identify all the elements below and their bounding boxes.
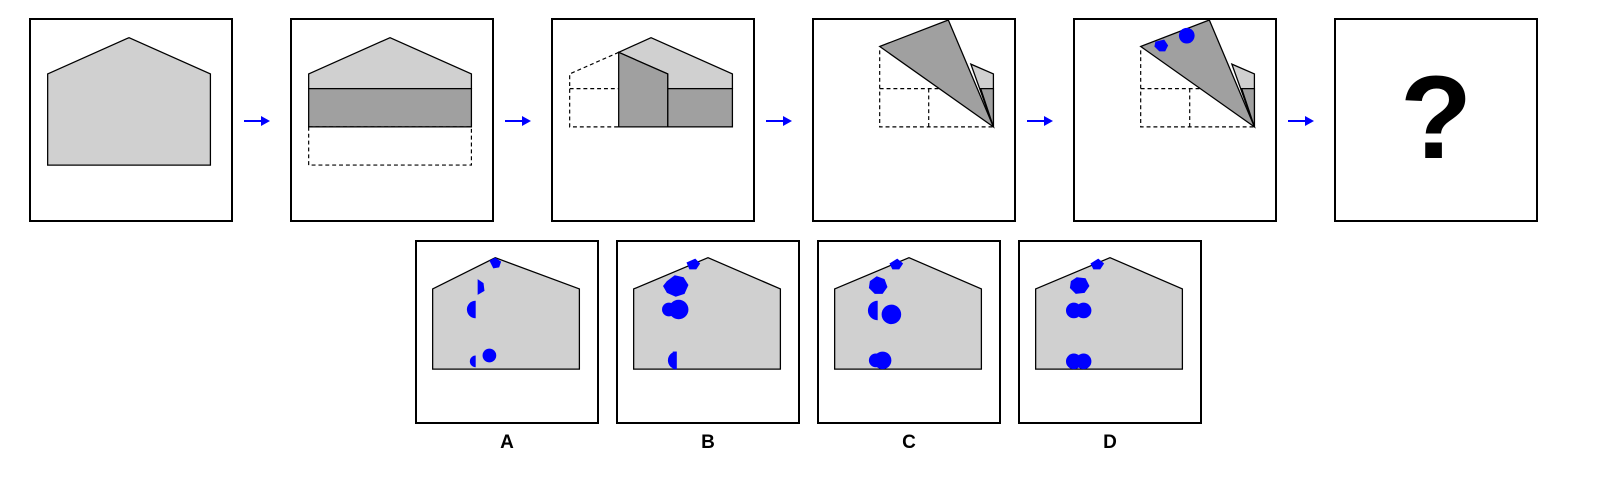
hole — [466, 300, 476, 319]
paper-visible-band — [1240, 87, 1256, 128]
step-4-panel — [812, 18, 1016, 222]
arrow-4 — [1027, 114, 1053, 128]
fold-outline-dashed — [569, 51, 619, 128]
hole — [482, 348, 497, 363]
hole — [489, 257, 502, 269]
hole — [868, 276, 888, 294]
hole — [1090, 258, 1105, 270]
hole — [873, 351, 892, 370]
step-5-figure — [1139, 20, 1256, 129]
step-2-figure — [308, 36, 473, 166]
hole — [672, 351, 677, 370]
step-1-panel — [29, 18, 233, 222]
hole — [469, 355, 476, 368]
step-3-figure — [569, 36, 734, 128]
hole — [1069, 277, 1090, 294]
folded-flap — [308, 87, 473, 128]
option-d-label[interactable]: D — [1103, 432, 1117, 453]
arrow-5 — [1288, 114, 1314, 128]
option-d-figure — [1035, 256, 1184, 370]
hole — [668, 299, 689, 320]
fold-outline-dashed — [1140, 50, 1255, 128]
option-c-label[interactable]: C — [902, 432, 916, 453]
paper-top — [308, 36, 473, 90]
option-c-figure — [834, 256, 983, 370]
option-b-panel[interactable] — [616, 240, 800, 424]
arrow-1 — [244, 114, 270, 128]
hole — [477, 279, 485, 295]
step-5-panel — [1073, 18, 1277, 222]
folded-flap — [878, 20, 995, 129]
hole — [1075, 302, 1092, 319]
paper-visible-band — [979, 87, 995, 128]
hole — [686, 258, 701, 270]
option-b-figure — [633, 256, 782, 370]
fold-outline-dashed — [879, 50, 994, 128]
question-mark: ? — [1399, 52, 1473, 184]
option-a-label[interactable]: A — [500, 432, 514, 453]
paper-sheet — [633, 256, 782, 370]
hole — [889, 258, 904, 270]
hole — [881, 304, 902, 325]
fold-outline-dashed — [308, 126, 472, 166]
option-b-label[interactable]: B — [701, 432, 715, 453]
paper-sheet — [1035, 256, 1184, 370]
paper-sheet — [432, 256, 581, 370]
paper-sheet — [47, 36, 212, 166]
step-4-figure — [878, 20, 995, 129]
option-c-panel[interactable] — [817, 240, 1001, 424]
punched-hole — [1178, 27, 1195, 44]
question-panel: ? — [1334, 18, 1538, 222]
punched-hole — [1154, 39, 1169, 52]
folded-flap — [1139, 20, 1256, 129]
arrow-3 — [766, 114, 792, 128]
paper-right-band — [667, 87, 734, 128]
step-1-figure — [47, 36, 212, 166]
step-3-panel — [551, 18, 755, 222]
hole — [1075, 353, 1092, 370]
option-d-panel[interactable] — [1018, 240, 1202, 424]
arrow-2 — [505, 114, 531, 128]
folded-flap — [618, 51, 669, 128]
option-a-panel[interactable] — [415, 240, 599, 424]
paper-sheet — [834, 256, 983, 370]
option-a-figure — [432, 256, 581, 370]
hole — [663, 275, 689, 297]
step-2-panel — [290, 18, 494, 222]
hole — [867, 300, 878, 321]
